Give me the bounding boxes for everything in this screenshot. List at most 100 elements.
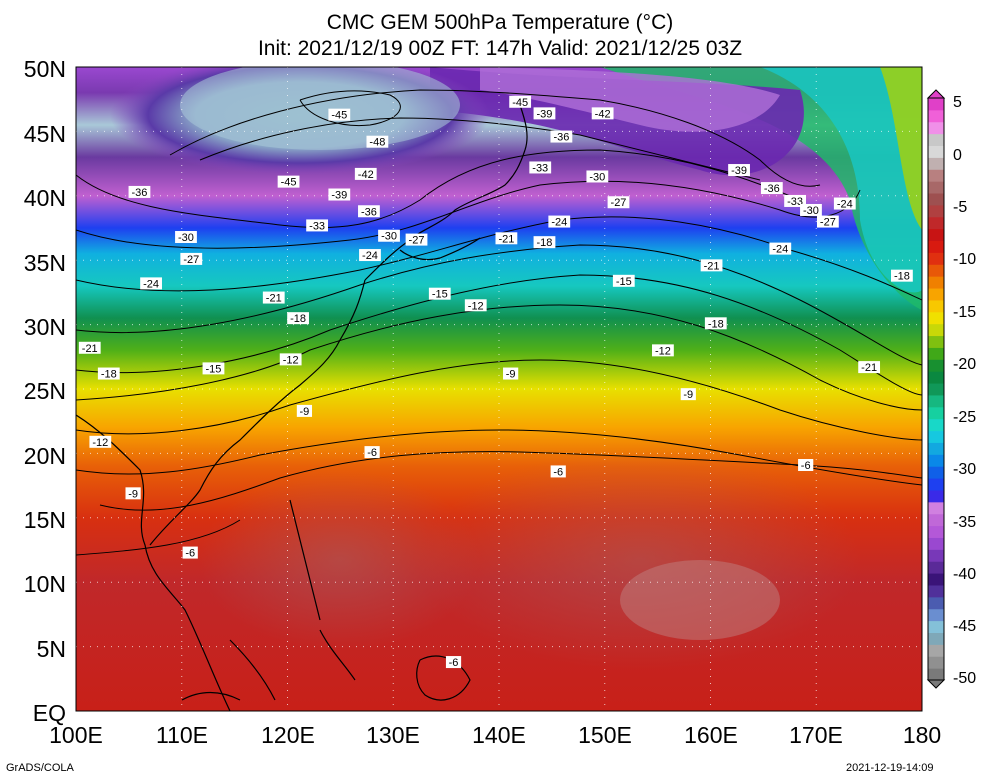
contour-label: -36 [764, 183, 780, 195]
contour-label-bg [364, 446, 380, 459]
colorbar-swatch [928, 193, 944, 206]
colorbar-swatch [928, 644, 944, 657]
colorbar-swatch [928, 264, 944, 277]
colorbar-swatch [928, 335, 944, 348]
contour-label-bg [509, 95, 532, 108]
contour-label: -39 [331, 190, 347, 202]
footer-credit: GrADS/COLA [6, 762, 74, 774]
lon-label-130e: 130E [366, 722, 420, 748]
lat-label-20n: 20N [23, 443, 66, 469]
colorbar-arrow-bottom [926, 679, 946, 689]
contour-label: -36 [553, 132, 569, 144]
contour-label-bg [503, 367, 519, 380]
contour-label-bg [328, 108, 351, 121]
lon-label-150e: 150E [578, 722, 632, 748]
colorbar-swatch [928, 299, 944, 313]
colorbar-swatch [928, 181, 944, 194]
lat-label-30n: 30N [23, 314, 66, 340]
contour-label: -18 [290, 313, 306, 325]
contour-label-bg [548, 215, 571, 228]
contour-label-bg [891, 269, 913, 282]
lon-label-140e: 140E [472, 722, 526, 748]
contour-label: -36 [131, 187, 147, 199]
contour-label: -12 [92, 437, 108, 449]
contour-label: -12 [655, 345, 671, 357]
contour-label: -18 [894, 271, 910, 283]
contour-label-bg [607, 196, 630, 209]
colorbar-swatch [928, 347, 944, 360]
lat-label-10n: 10N [23, 571, 66, 597]
contour-label-bg [359, 249, 381, 262]
colorbar-swatch [928, 204, 944, 218]
isotherm-contours [76, 89, 922, 556]
contour-label: -9 [128, 488, 138, 500]
colorbar-swatch [928, 549, 944, 562]
contour-label: -6 [185, 548, 195, 560]
lon-label-120e: 120E [261, 722, 315, 748]
contour-label-bg [550, 130, 573, 143]
contour-label: -24 [837, 199, 853, 211]
colorbar-label-minus30: -30 [953, 461, 977, 478]
contour-label: -9 [683, 389, 693, 401]
lat-label-50n: 50N [23, 56, 66, 82]
contour-label: -15 [616, 276, 632, 288]
contour-label: -6 [367, 447, 377, 459]
contour-label: -30 [178, 232, 194, 244]
contour-label-bg [328, 188, 351, 201]
contour-label-bg [533, 107, 556, 120]
colorbar-swatch [928, 323, 944, 337]
colorbar-swatch [928, 632, 944, 645]
contour-label-bg [262, 291, 285, 304]
contour-label: -27 [409, 235, 425, 247]
contour-label: -9 [506, 369, 516, 381]
contour-label-bg [728, 164, 750, 177]
contour-label-bg [358, 205, 380, 218]
colorbar-swatch [928, 620, 944, 633]
contour-label: -42 [358, 169, 374, 181]
contour-label: -30 [589, 171, 605, 183]
colorbar-swatch [928, 501, 944, 515]
colorbar-label-5: 5 [953, 94, 962, 111]
contour-label-bg [306, 219, 329, 232]
contour-label: -45 [331, 110, 347, 122]
colorbar-label-minus25: -25 [953, 409, 977, 426]
contour-label: -33 [309, 220, 325, 232]
colorbar-swatch [928, 489, 944, 503]
colorbar-label-minus45: -45 [953, 618, 977, 635]
colorbar-swatch [928, 240, 944, 253]
contour-label-bg [180, 252, 203, 265]
colorbar-swatch [928, 668, 944, 681]
contour-label-bg [700, 259, 723, 272]
colorbar [927, 97, 945, 681]
lat-label-eq: EQ [32, 700, 66, 726]
contour-label: -42 [595, 108, 611, 120]
contour-label: -30 [381, 231, 397, 243]
contour-label: -12 [468, 300, 484, 312]
colorbar-swatch [928, 169, 944, 182]
colorbar-swatch [928, 252, 944, 265]
contour-label-bg [97, 367, 120, 380]
contour-label-bg [175, 231, 197, 244]
contour-label: -12 [283, 354, 299, 366]
contour-label-bg [858, 361, 881, 374]
contour-label: -9 [300, 406, 310, 418]
colorbar-swatch [928, 466, 944, 479]
contour-label: -24 [772, 244, 788, 256]
contour-label: -18 [708, 318, 724, 330]
colorbar-swatch [928, 430, 944, 443]
colorbar-swatch [928, 228, 944, 242]
colorbar-arrow-top [926, 89, 946, 99]
contour-label-bg [833, 197, 856, 210]
contour-label-bg [89, 435, 112, 448]
lat-label-35n: 35N [23, 250, 66, 276]
contour-label: -27 [183, 254, 199, 266]
contour-label-bg [591, 107, 614, 120]
colorbar-swatch [928, 98, 944, 111]
colorbar-swatch [928, 418, 944, 432]
contour-label-bg [495, 232, 518, 245]
footer-timestamp: 2021-12-19-14:09 [846, 762, 934, 774]
colorbar-swatch [928, 596, 944, 610]
colorbar-label-minus50: -50 [953, 670, 977, 687]
colorbar-swatch [928, 525, 944, 538]
